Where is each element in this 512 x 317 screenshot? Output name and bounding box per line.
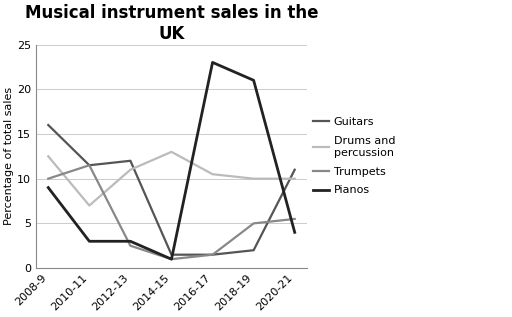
Title: Musical instrument sales in the
UK: Musical instrument sales in the UK <box>25 4 318 43</box>
Legend: Guitars, Drums and
percussion, Trumpets, Pianos: Guitars, Drums and percussion, Trumpets,… <box>313 117 395 196</box>
Y-axis label: Percentage of total sales: Percentage of total sales <box>4 87 14 225</box>
